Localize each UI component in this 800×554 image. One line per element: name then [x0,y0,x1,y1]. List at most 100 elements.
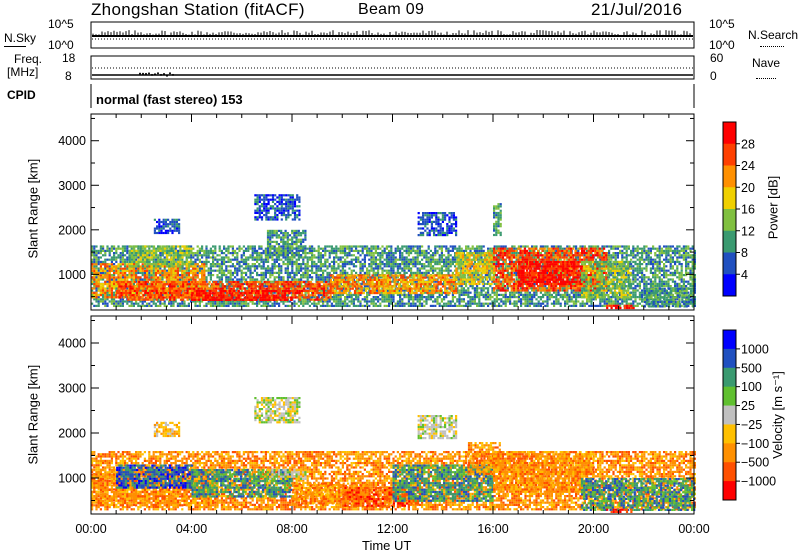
data-region-12 [153,421,181,438]
ytick-label: 4000 [58,337,86,351]
colorbar-segment [723,187,736,210]
freq-panel-frame [90,55,695,80]
freq-dip-dot [172,73,174,76]
data-region-4 [329,274,458,295]
power-ylabel: Slant Range [km] [26,159,41,259]
colorbar-segment [723,330,736,350]
colorbar-segment [723,481,736,501]
freq-dips [139,72,174,77]
colorbar-frame [722,329,737,501]
colorbar-segment [723,462,736,482]
colorbar-tick-label: −100 [741,437,769,451]
data-region-13 [417,415,458,440]
colorbar-segment [723,367,736,388]
data-region-7 [518,261,582,286]
freq-dip-dot [139,72,141,75]
cpid-value: normal (fast stereo) 153 [96,92,243,107]
date-label: 21/Jul/2016 [591,0,682,20]
noise-panel-frame [90,21,695,49]
nsky-label: N.Sky [4,31,36,45]
colorbar-segment [723,443,736,463]
data-region-12 [153,218,181,235]
nave-legend-line [756,78,776,79]
plot-title: Zhongshan Station (fitACF) [91,0,305,20]
freq-left-tick-top: 18 [62,51,75,65]
freq-left-tick-bottom: 8 [65,69,72,83]
time-tick-label: 00:00 [678,522,709,536]
ytick-label: 1000 [58,472,86,486]
noise-right-tick-bottom: 10^0 [709,38,735,52]
time-tick-label: 04:00 [176,522,207,536]
colorbar-segment [723,348,736,369]
noise-left-tick-top: 10^5 [48,17,74,31]
velocity-colorbar: 1000 500 100 25 −25 −100 −500 −1000 [722,329,776,501]
freq-label: Freq. [14,52,42,66]
power-heatmap-panel: 1000 2000 3000 4000 [58,113,696,311]
freq-right-tick-bottom: 0 [710,69,717,83]
colorbar-segment [723,405,736,425]
freq-unit-label: [MHz] [7,65,38,79]
colorbar-tick-label: −25 [741,418,762,432]
colorbar-segment [723,386,736,407]
colorbar-segment [723,252,736,275]
colorbar-segment [723,424,736,444]
data-region-11 [254,194,301,221]
colorbar-segment [723,165,736,188]
colorbar-tick-label: 12 [741,224,755,238]
colorbar-tick-label: 24 [741,159,755,173]
ytick-label: 4000 [58,134,86,148]
data-region-11 [254,397,301,424]
time-tick-label: 12:00 [377,522,408,536]
data-region-13 [417,212,458,237]
time-tick-label: 08:00 [276,522,307,536]
freq-dip-dot [166,74,168,77]
data-region-14 [493,203,502,237]
time-tick-label: 20:00 [578,522,609,536]
time-tick-label: 00:00 [75,522,106,536]
noise-right-tick-top: 10^5 [709,17,735,31]
noise-left-tick-bottom: 10^0 [48,38,74,52]
ytick-label: 1000 [58,268,86,282]
data-region-7 [467,442,501,475]
data-region-8 [128,245,193,268]
colorbar-tick-label: 16 [741,203,755,217]
freq-dip-dot [157,72,159,75]
ytick-label: 2000 [58,427,86,441]
colorbar-tick-label: 4 [741,268,748,282]
freq-dip-dot [142,72,144,75]
freq-dip-dot [151,73,153,76]
power-colorbar-label: Power [dB] [766,163,781,253]
data-region-3 [191,469,293,498]
beam-label: Beam 09 [358,1,424,19]
colorbar-tick-label: 500 [741,361,762,375]
velocity-heatmap-panel: 1000 2000 3000 4000 [58,315,696,515]
freq-dip-dot [160,73,162,76]
data-region-9 [580,261,632,299]
data-region-10 [643,287,695,308]
colorbar-tick-label: −500 [741,456,769,470]
nave-label: Nave [752,56,780,70]
ytick-label: 3000 [58,382,86,396]
nsearch-legend-line [760,46,784,47]
time-axis-ticks: 00:00 04:00 08:00 12:00 16:00 20:00 00:00 [75,522,709,536]
cpid-label: CPID [7,88,36,102]
colorbar-tick-label: 25 [741,399,755,413]
data-region-15 [266,229,307,259]
freq-dip-dot [163,72,165,75]
velocity-colorbar-label: Velocity [m s⁻¹] [770,365,786,465]
freq-dip-dot [145,72,147,75]
colorbar-segment [723,143,736,166]
colorbar-tick-label: 20 [741,181,755,195]
colorbar-tick-label: 1000 [741,342,769,356]
colorbar-tick-label: 28 [741,137,755,151]
ytick-label: 2000 [58,223,86,237]
time-axis-label: Time UT [362,538,411,553]
data-region-14 [266,469,307,480]
colorbar-segment [723,122,736,145]
data-region-3 [191,290,293,301]
freq-dip-dot [169,72,171,75]
freq-dip-dot [154,73,156,76]
colorbar-segment [723,274,736,297]
velocity-ylabel: Slant Range [km] [26,365,41,465]
